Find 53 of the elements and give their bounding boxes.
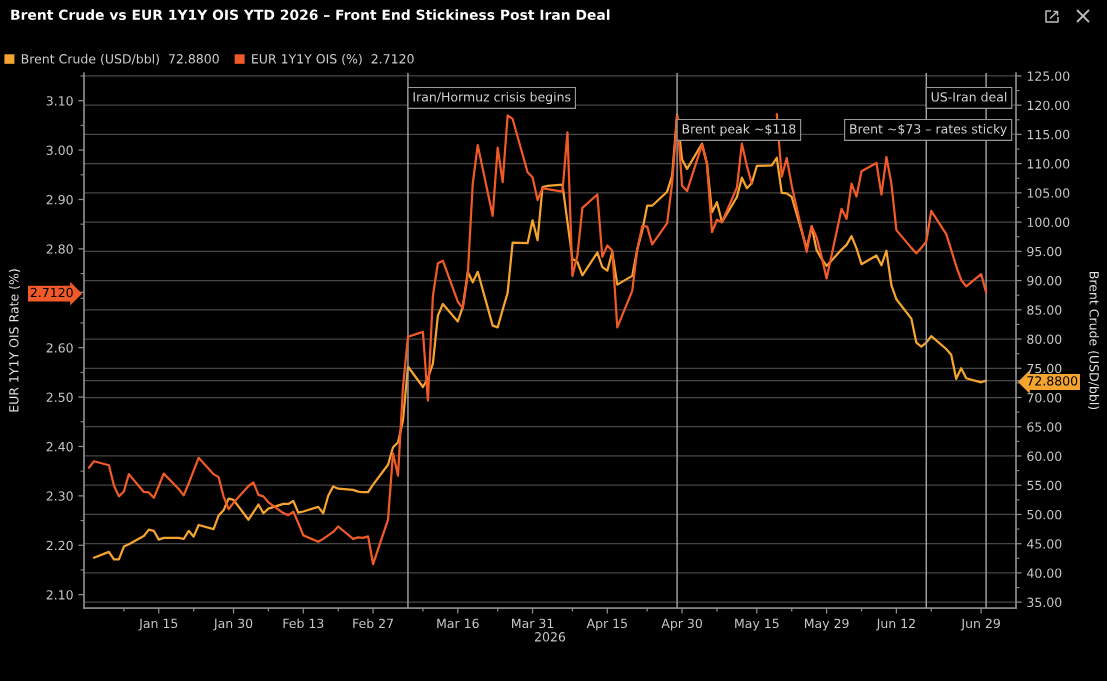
y2-tick-label: 72.8800 (1027, 376, 1078, 386)
y2-tick-label: 90.00 (1027, 276, 1062, 286)
y-tick-label: 2.20 (46, 540, 73, 551)
x-tick-label: Jun 29 (960, 618, 1000, 631)
y-tick-label: 2.7120 (30, 287, 73, 298)
y-tick-label: 3.00 (46, 145, 73, 155)
y2-tick-label: 70.00 (1027, 392, 1062, 403)
y2-tick-label: 80.00 (1027, 334, 1062, 344)
y2-tick-label: 75.00 (1027, 363, 1062, 374)
x-tick-label: Jun 12 (876, 618, 915, 631)
x-tick-label: Feb 27 (353, 618, 393, 629)
y2-tick-label: 60.00 (1027, 451, 1062, 461)
y2-tick-label: 110.00 (1027, 159, 1070, 169)
y-tick-label: 2.90 (46, 194, 73, 205)
y2-tick-label: 50.00 (1027, 509, 1062, 520)
legend-label: EUR 1Y1Y OIS (%) 2.7120 (252, 53, 414, 66)
ref-line-label: Brent ~$73 – rates sticky (850, 123, 1007, 137)
y-tick-label: 3.10 (46, 96, 73, 106)
y-tick-label: 2.40 (46, 441, 73, 452)
y2-tick-label: 85.00 (1027, 305, 1062, 315)
ref-line-label: Iran/Hormuz crisis begins (413, 91, 571, 105)
y2-tick-label: 95.00 (1027, 246, 1062, 257)
y-tick-label: 2.80 (46, 244, 73, 254)
x-tick-label: Feb 13 (283, 618, 324, 629)
y2-axis-title: Brent Crude (USD/bbl) (1087, 272, 1100, 410)
y2-tick-label: 45.00 (1027, 539, 1062, 549)
chart-title: Brent Crude vs EUR 1Y1Y OIS YTD 2026 – Front End Stickiness Post Iran Deal (11, 9, 610, 21)
ref-line-label: Brent peak ~$118 (682, 123, 796, 137)
y2-tick-label: 100.00 (1027, 217, 1070, 228)
y2-tick-label: 55.00 (1027, 480, 1062, 491)
x-tick-label: Jan 15 (138, 618, 178, 631)
x-tick-label: Apr 30 (661, 618, 702, 631)
x-tick-label: Apr 15 (586, 618, 627, 631)
y2-tick-label: 125.00 (1027, 71, 1070, 81)
y2-tick-label: 120.00 (1027, 100, 1070, 111)
x-tick-label: May 29 (804, 618, 849, 631)
y-tick-label: 2.10 (46, 590, 73, 600)
x-tick-label: Mar 16 (437, 618, 479, 629)
y-tick-label: 2.60 (46, 343, 73, 353)
y-tick-label: 2.50 (46, 392, 73, 402)
y2-tick-label: 115.00 (1027, 129, 1070, 140)
ref-line-label: US-Iran deal (931, 91, 1007, 102)
x-tick-label: Mar 31 (512, 618, 554, 629)
x-axis-title: 2026 (535, 632, 566, 642)
legend-label: Brent Crude (USD/bbl) 72.8800 (21, 53, 219, 66)
y-tick-label: 2.30 (46, 491, 73, 501)
x-tick-label: Jan 30 (213, 618, 253, 631)
y-axis-title: EUR 1Y1Y OIS Rate (%) (8, 269, 21, 412)
x-tick-label: May 15 (735, 618, 779, 631)
y2-tick-label: 35.00 (1027, 597, 1062, 608)
y2-tick-label: 65.00 (1027, 422, 1062, 432)
y2-tick-label: 40.00 (1027, 568, 1062, 578)
y2-tick-label: 105.00 (1027, 188, 1070, 198)
